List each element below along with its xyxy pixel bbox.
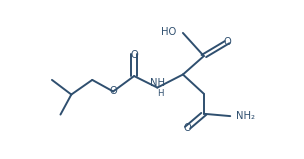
- Text: NH: NH: [150, 78, 165, 88]
- Text: O: O: [130, 49, 138, 59]
- Text: O: O: [184, 123, 192, 133]
- Text: NH₂: NH₂: [236, 111, 255, 121]
- Text: O: O: [109, 86, 117, 97]
- Text: O: O: [223, 37, 231, 47]
- Text: HO: HO: [161, 27, 176, 37]
- Text: H: H: [157, 89, 164, 97]
